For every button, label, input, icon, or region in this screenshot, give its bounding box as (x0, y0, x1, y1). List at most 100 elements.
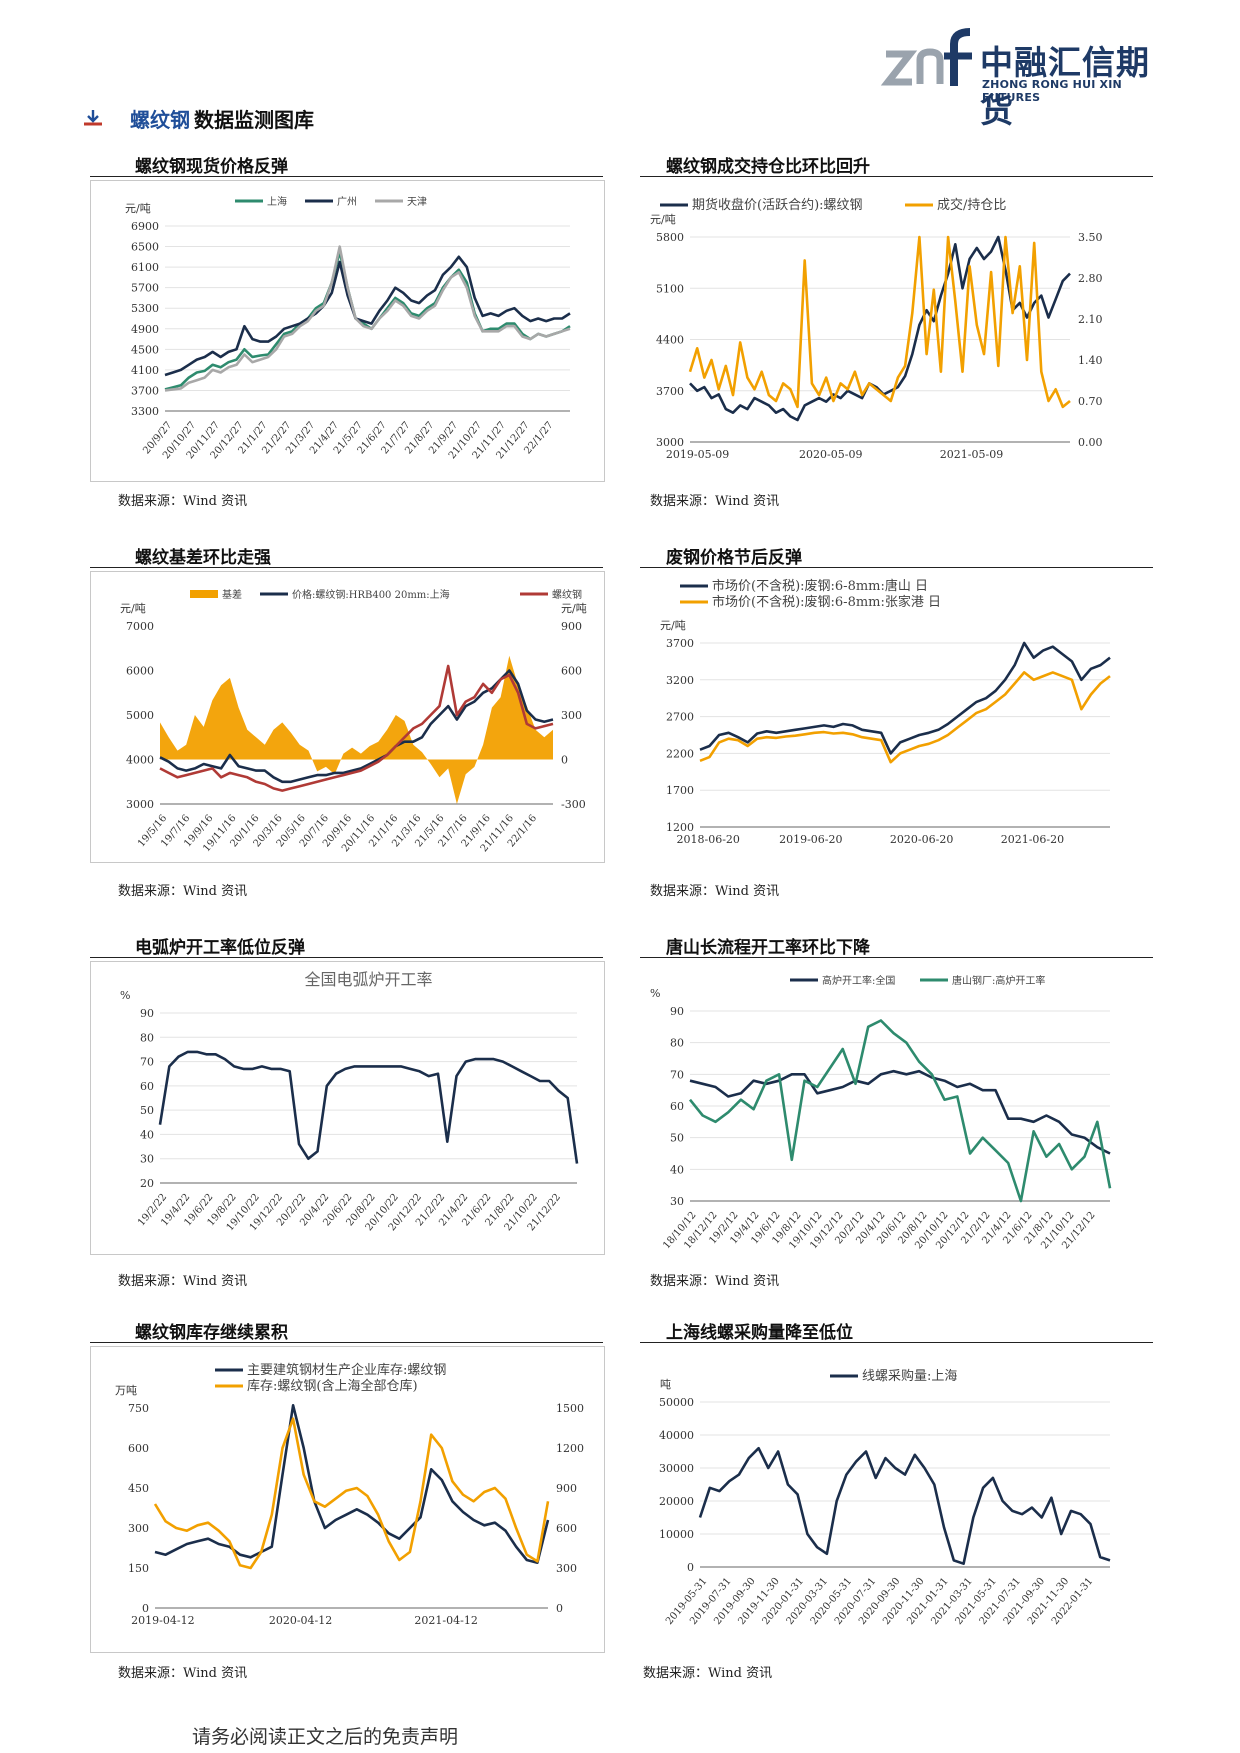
y2-tick-label: 0.00 (1078, 436, 1103, 449)
x-tick-label: 19/10/12 (787, 1210, 824, 1251)
y-tick-label: 5800 (656, 231, 684, 244)
panel-rule (90, 567, 603, 568)
x-tick-label: 21/4/12 (980, 1210, 1013, 1247)
y-tick-label: 1700 (666, 784, 694, 797)
data-source-note: 数据来源：Wind 资讯 (118, 494, 248, 509)
panel-rule (90, 176, 603, 177)
panel-rule (640, 1342, 1153, 1343)
x-tick-label: 19/8/12 (770, 1210, 803, 1247)
y-tick-label: 1200 (666, 821, 694, 834)
x-tick-label: 2021-09-30 (1002, 1576, 1047, 1627)
legend-label: 市场价(不含税):废钢:6-8mm:唐山 日 (712, 578, 928, 594)
chart-5: 30405060708090%18/10/1218/12/1219/2/1219… (650, 974, 1112, 1251)
legend-label: 线螺采购量:上海 (862, 1368, 957, 1384)
y-tick-label: 30000 (659, 1462, 694, 1475)
y-unit-label: 元/吨 (660, 619, 686, 632)
panel-title: 废钢价格节后反弹 (666, 548, 802, 568)
y-unit-label: 元/吨 (650, 213, 676, 226)
y2-tick-label: 1.40 (1078, 354, 1103, 367)
x-tick-label: 20/6/12 (875, 1210, 908, 1247)
x-tick-label: 2020-03-31 (785, 1576, 830, 1627)
bullet-arrow-icon (84, 110, 102, 126)
x-tick-label: 2019-07-31 (688, 1576, 733, 1627)
x-tick-label: 2020-09-30 (857, 1576, 902, 1627)
y-tick-label: 60 (670, 1100, 684, 1113)
x-tick-label: 2020-07-31 (833, 1576, 878, 1627)
x-tick-label: 2021-07-31 (978, 1576, 1023, 1627)
y-tick-label: 2200 (666, 747, 694, 760)
y-tick-label: 70 (670, 1068, 684, 1081)
y-tick-label: 80 (670, 1037, 684, 1050)
x-tick-label: 18/10/12 (661, 1210, 698, 1251)
disclaimer-footer: 请务必阅读正文之后的免责声明 (192, 1726, 459, 1748)
section-title-rest: 数据监测图库 (194, 108, 314, 132)
x-tick-label: 21/2/12 (959, 1210, 992, 1247)
panel-rule (640, 567, 1153, 568)
logo-english-name: ZHONG RONG HUI XIN FUTURES (982, 78, 1122, 104)
y-tick-label: 2700 (666, 711, 694, 724)
x-tick-label: 2018-06-20 (676, 833, 739, 846)
x-tick-label: 2019-05-09 (666, 448, 729, 461)
x-tick-label: 2021-06-20 (1001, 833, 1064, 846)
y-tick-label: 30 (670, 1195, 684, 1208)
panel-title: 唐山长流程开工率环比下降 (666, 938, 870, 958)
x-tick-label: 19/12/12 (808, 1210, 845, 1251)
data-source-note: 数据来源：Wind 资讯 (650, 1274, 780, 1289)
series-line (699, 641, 1111, 755)
x-tick-label: 2020-05-09 (799, 448, 862, 461)
x-tick-label: 2022-01-31 (1050, 1576, 1095, 1627)
data-source-note: 数据来源：Wind 资讯 (650, 884, 780, 899)
x-tick-label: 2020-05-31 (809, 1576, 854, 1627)
data-source-note: 数据来源：Wind 资讯 (118, 1274, 248, 1289)
panel-title: 螺纹基差环比走强 (135, 548, 271, 568)
panel-title: 螺纹钢成交持仓比环比回升 (666, 157, 870, 177)
chart-7: 01000020000300004000050000吨2019-05-31201… (659, 1368, 1111, 1627)
x-tick-label: 19/4/12 (728, 1210, 761, 1247)
panel-rule (640, 176, 1153, 177)
x-tick-label: 19/6/12 (749, 1210, 782, 1247)
panel-title: 螺纹钢现货价格反弹 (135, 157, 288, 177)
y-tick-label: 3000 (656, 436, 684, 449)
y-tick-label: 10000 (659, 1528, 694, 1541)
data-source-note: 数据来源：Wind 资讯 (118, 884, 248, 899)
x-tick-label: 21/10/12 (1039, 1210, 1076, 1251)
series-line (688, 235, 1071, 409)
panel-title: 螺纹钢库存继续累积 (135, 1323, 288, 1343)
panel-title: 上海线螺采购量降至低位 (666, 1323, 853, 1343)
x-tick-label: 21/12/12 (1060, 1210, 1097, 1251)
legend-label: 高炉开工率:全国 (822, 974, 895, 987)
x-tick-label: 20/8/12 (896, 1210, 929, 1247)
company-logo: 中融汇信期货 ZHONG RONG HUI XIN FUTURES (880, 26, 1170, 130)
y-unit-label: % (650, 987, 660, 1000)
chart-frame (90, 180, 605, 482)
y-unit-label: 吨 (660, 1378, 671, 1391)
chart-3: 1200 1700 2200 2700 3200 3700 元/吨 2018-06-20 201… (660, 578, 1111, 846)
panel-rule (90, 1342, 603, 1343)
x-tick-label: 19/2/12 (707, 1210, 740, 1247)
y2-tick-label: 3.50 (1078, 231, 1103, 244)
series-line (699, 671, 1111, 764)
chart-frame (90, 1346, 605, 1653)
y2-tick-label: 2.80 (1078, 272, 1103, 285)
series-line (689, 1069, 1111, 1155)
y-tick-label: 50000 (659, 1396, 694, 1409)
y-tick-label: 20000 (659, 1495, 694, 1508)
series-line (689, 235, 1071, 422)
data-source-note: 数据来源：Wind 资讯 (643, 1666, 773, 1681)
x-tick-label: 2019-06-20 (779, 833, 842, 846)
y2-tick-label: 2.10 (1078, 313, 1103, 326)
y-tick-label: 0 (687, 1561, 694, 1574)
section-title-highlight: 螺纹钢 (130, 108, 190, 132)
panel-title: 电弧炉开工率低位反弹 (135, 938, 305, 958)
y2-tick-label: 0.70 (1078, 395, 1103, 408)
y-tick-label: 3700 (656, 385, 684, 398)
x-tick-label: 20/2/12 (833, 1210, 866, 1247)
x-tick-label: 20/4/12 (854, 1210, 887, 1247)
panel-rule (90, 957, 603, 958)
panel-rule (640, 957, 1153, 958)
logo-chinese-name: 中融汇信期货 (980, 43, 1150, 130)
legend-label: 唐山钢厂:高炉开工率 (952, 974, 1045, 987)
x-tick-label: 2019-09-30 (712, 1576, 757, 1627)
x-tick-label: 2021-05-09 (940, 448, 1003, 461)
y-tick-label: 90 (670, 1005, 684, 1018)
